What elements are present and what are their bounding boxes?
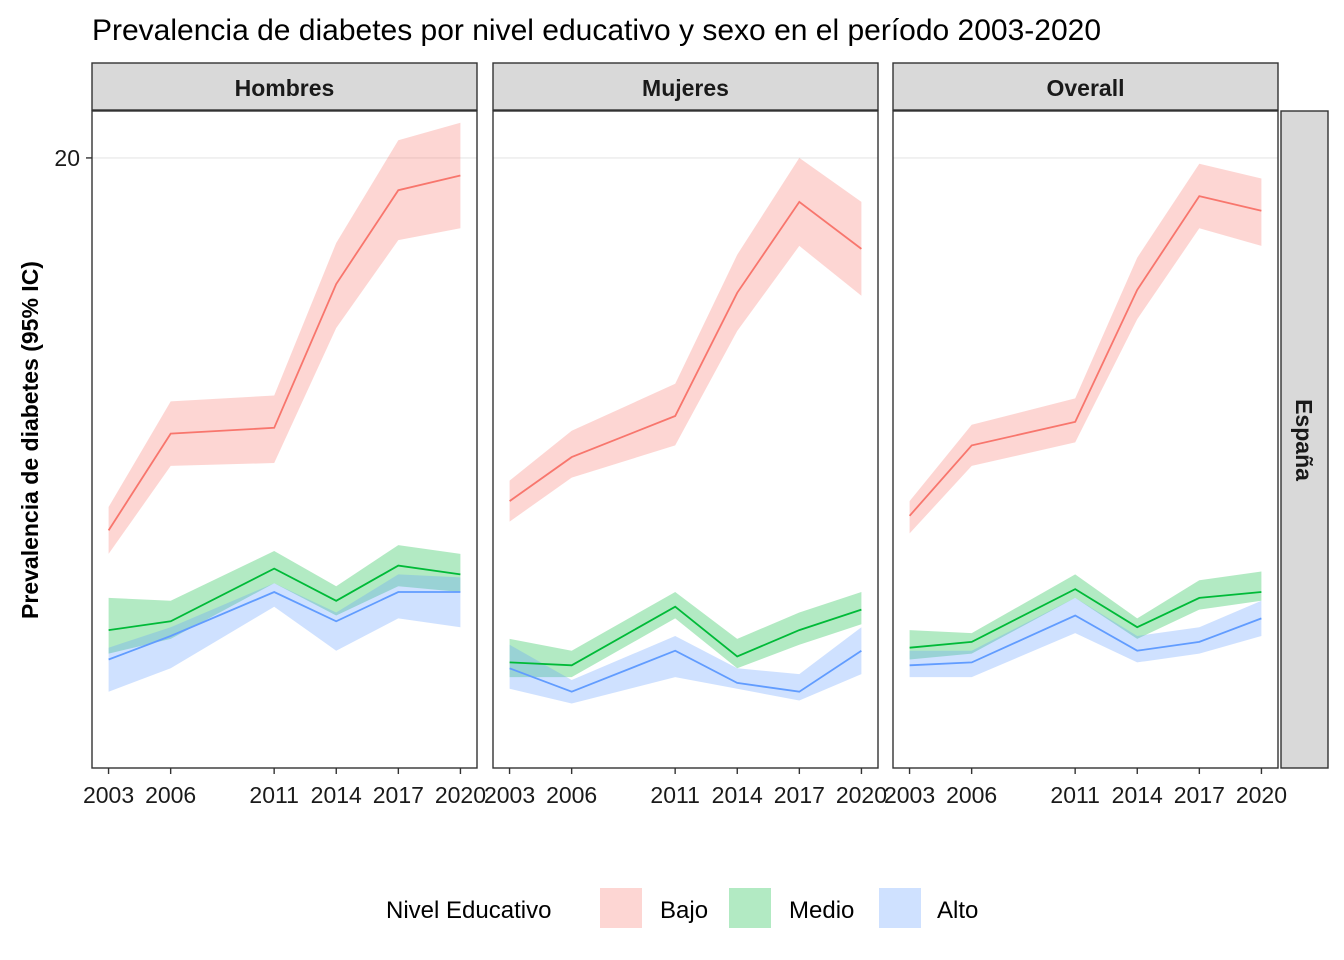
- x-tick-label: 2003: [884, 782, 935, 808]
- strip-label: Mujeres: [642, 75, 729, 101]
- legend-label-alto: Alto: [937, 897, 978, 924]
- legend-label-bajo: Bajo: [660, 897, 708, 924]
- x-tick-label: 2014: [1112, 782, 1163, 808]
- legend: Nivel Educativo Bajo Medio Alto: [386, 888, 978, 928]
- x-tick-label: 2006: [946, 782, 997, 808]
- panel-mujeres: Mujeres 2003 2006 2011 2014 2017 2020: [484, 62, 887, 808]
- row-strip: España: [1280, 110, 1329, 769]
- series-line-medio: [509, 605, 862, 667]
- panel-border: [91, 110, 478, 769]
- x-tick-label: 2003: [83, 782, 134, 808]
- panel-overall: Overall 2003 2006 2011 2014 2017 2020: [884, 62, 1287, 808]
- strip-label: Overall: [1047, 75, 1125, 101]
- x-tick-label: 2020: [1236, 782, 1287, 808]
- x-tick-label: 2014: [311, 782, 362, 808]
- series-line-medio: [909, 588, 1262, 649]
- strip-background: [91, 62, 478, 111]
- x-tick-label: 2017: [373, 782, 424, 808]
- legend-label-medio: Medio: [789, 897, 854, 924]
- x-tick-label: 2014: [712, 782, 763, 808]
- series-line-alto: [909, 614, 1262, 667]
- legend-key-alto: [879, 888, 921, 928]
- x-tick-label: 2011: [249, 782, 298, 808]
- x-tick-label: 2017: [774, 782, 825, 808]
- ci-ribbon-bajo: [909, 163, 1262, 534]
- ci-ribbon-alto: [509, 627, 862, 704]
- row-strip-background: [1280, 110, 1329, 769]
- row-strip-label: España: [1291, 399, 1317, 481]
- x-tick-label: 2020: [435, 782, 486, 808]
- series-line-alto: [509, 649, 862, 693]
- x-tick-label: 2020: [836, 782, 887, 808]
- ci-ribbon-medio: [108, 545, 461, 654]
- series-line-bajo: [509, 200, 862, 502]
- series-line-bajo: [107, 174, 461, 531]
- strip-background: [892, 62, 1279, 111]
- y-axis-title: Prevalencia de diabetes (95% IC): [17, 261, 43, 619]
- strip-background: [492, 62, 879, 111]
- x-tick-label: 2006: [546, 782, 597, 808]
- legend-key-bajo: [600, 888, 642, 928]
- legend-key-medio: [729, 888, 771, 928]
- x-tick-label: 2006: [145, 782, 196, 808]
- y-tick-label: 20: [54, 145, 80, 171]
- series-line-bajo: [908, 195, 1262, 517]
- legend-title: Nivel Educativo: [386, 897, 551, 924]
- chart-title: Prevalencia de diabetes por nivel educat…: [92, 14, 1101, 47]
- series-line-medio: [108, 564, 461, 631]
- x-tick-label: 2017: [1174, 782, 1225, 808]
- panel-background: [493, 111, 878, 768]
- panel-border: [492, 110, 879, 769]
- strip-label: Hombres: [235, 75, 335, 101]
- x-tick-label: 2003: [484, 782, 535, 808]
- series-line-alto: [108, 591, 461, 661]
- ci-ribbon-bajo: [509, 157, 862, 522]
- panel-border: [892, 110, 1279, 769]
- x-tick-label: 2011: [1050, 782, 1099, 808]
- panel-background: [92, 111, 477, 768]
- ci-ribbon-medio: [509, 592, 862, 678]
- x-tick-label: 2011: [650, 782, 699, 808]
- ci-ribbon-alto: [909, 597, 1262, 678]
- ci-ribbon-medio: [909, 571, 1262, 660]
- panel-background: [893, 111, 1278, 768]
